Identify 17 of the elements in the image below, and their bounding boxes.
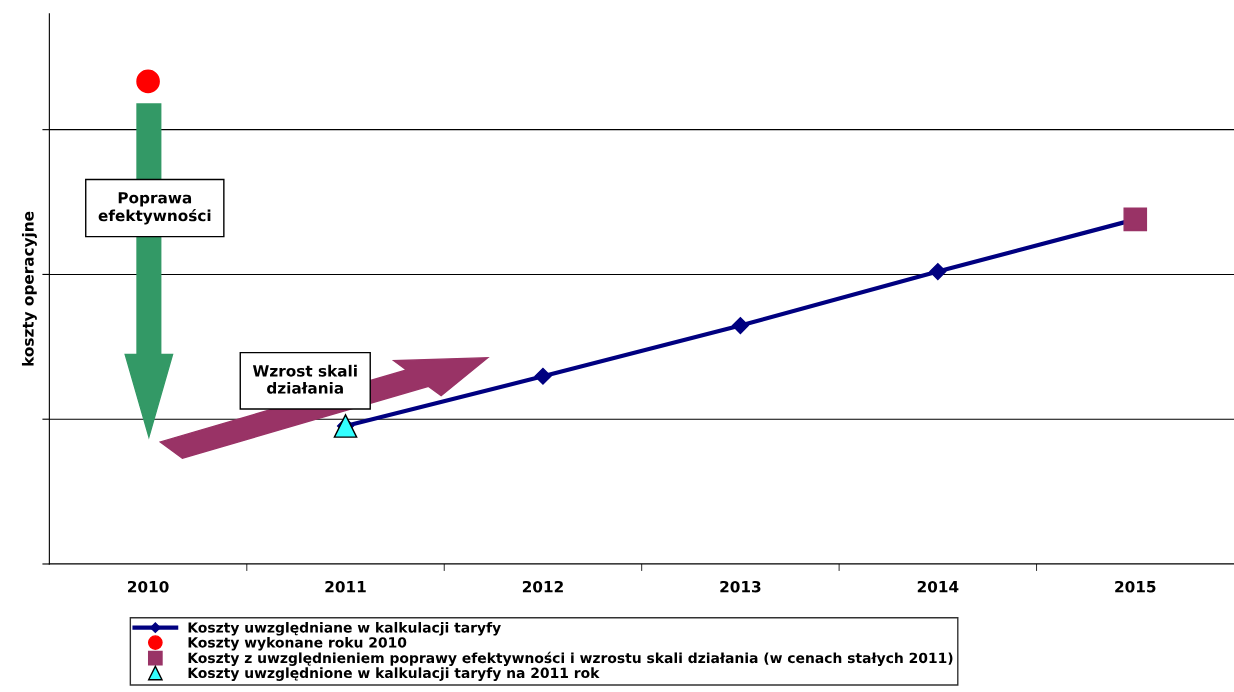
point (731, 317, 749, 335)
x-tick-label: 2013 (720, 580, 761, 593)
legend-label: Koszty z uwzględnieniem poprawy efektywności i wzrostu skali działania (w cenach stałych 2011) (188, 651, 953, 666)
x-tick-label: 2014 (917, 580, 959, 593)
point (534, 367, 552, 385)
x-tick-label: 2015 (1115, 580, 1156, 593)
legend-label: Koszty uwzględniane w kalkulacji taryfy (188, 621, 501, 636)
x-tick-label: 2010 (128, 580, 169, 593)
annotation: Wzrost skali działania (252, 364, 357, 394)
y-axis-title: koszty operacyjne (21, 211, 37, 366)
x-tick-label: 2012 (522, 580, 563, 593)
annotation: Poprawa efektywności (98, 192, 211, 225)
x-tick-label: 2011 (325, 580, 366, 593)
legend-label: Koszty wykonane roku 2010 (188, 636, 407, 651)
legend-label: Koszty uwzględnione w kalkulacji taryfy na 2011 rok (188, 667, 600, 681)
point (136, 69, 160, 94)
point (929, 262, 947, 281)
